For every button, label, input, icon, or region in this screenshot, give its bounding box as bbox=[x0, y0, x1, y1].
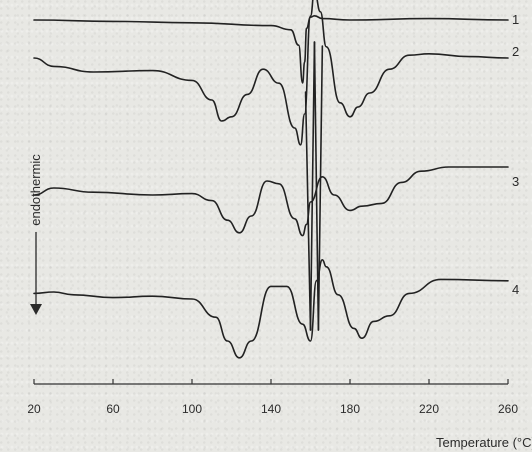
x-tick-label-260: 260 bbox=[498, 402, 518, 416]
x-axis-label: Temperature (°C) bbox=[436, 435, 532, 450]
series-label-2: 2 bbox=[512, 44, 519, 59]
endothermic-arrow-head bbox=[30, 304, 42, 315]
spike-line-3 bbox=[313, 41, 320, 331]
curves-group bbox=[33, 0, 509, 359]
x-tick-label-100: 100 bbox=[182, 402, 202, 416]
x-tick-label-20: 20 bbox=[27, 402, 41, 416]
x-tick-label-180: 180 bbox=[340, 402, 360, 416]
curve-series-3 bbox=[33, 166, 509, 237]
endothermic-indicator: endothermic bbox=[28, 154, 43, 315]
curve-series-4 bbox=[33, 259, 509, 359]
series-label-1: 1 bbox=[512, 12, 519, 27]
series-labels-group: 1 2 3 4 bbox=[512, 12, 519, 297]
x-axis: 20 60 100 140 180 220 260 bbox=[27, 379, 518, 416]
spike-group bbox=[304, 41, 324, 331]
curve-series-1 bbox=[33, 15, 509, 84]
x-tick-label-140: 140 bbox=[261, 402, 281, 416]
series-label-4: 4 bbox=[512, 282, 519, 297]
spike-line-4 bbox=[317, 45, 324, 331]
spike-line-2 bbox=[309, 41, 316, 331]
spike-line-1 bbox=[304, 91, 312, 331]
x-tick-label-220: 220 bbox=[419, 402, 439, 416]
x-tick-label-60: 60 bbox=[106, 402, 120, 416]
series-label-3: 3 bbox=[512, 174, 519, 189]
y-axis-label: endothermic bbox=[28, 154, 43, 226]
